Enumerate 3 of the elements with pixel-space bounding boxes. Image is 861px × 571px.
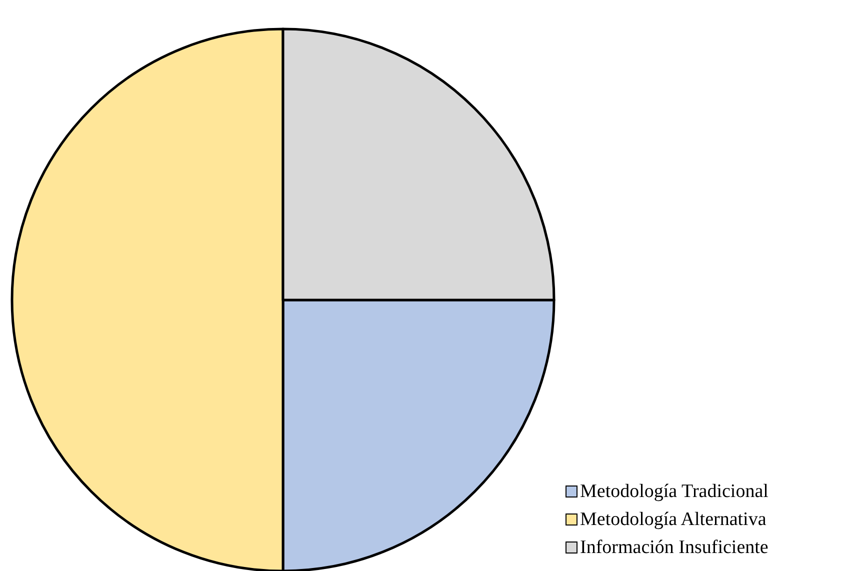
legend-label: Metodología Tradicional bbox=[580, 481, 768, 502]
legend-label: Información Insuficiente bbox=[580, 537, 768, 558]
legend-label: Metodología Alternativa bbox=[580, 509, 767, 530]
